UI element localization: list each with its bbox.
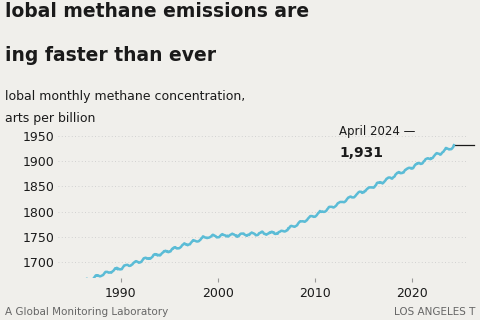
Text: lobal methane emissions are: lobal methane emissions are	[5, 2, 309, 20]
Text: lobal monthly methane concentration,: lobal monthly methane concentration,	[5, 90, 245, 103]
Text: ing faster than ever: ing faster than ever	[5, 46, 216, 65]
Text: LOS ANGELES T: LOS ANGELES T	[394, 307, 475, 317]
Text: arts per billion: arts per billion	[5, 112, 95, 125]
Text: A Global Monitoring Laboratory: A Global Monitoring Laboratory	[5, 307, 168, 317]
Text: April 2024 —: April 2024 —	[339, 125, 416, 138]
Text: 1,931: 1,931	[339, 146, 384, 160]
